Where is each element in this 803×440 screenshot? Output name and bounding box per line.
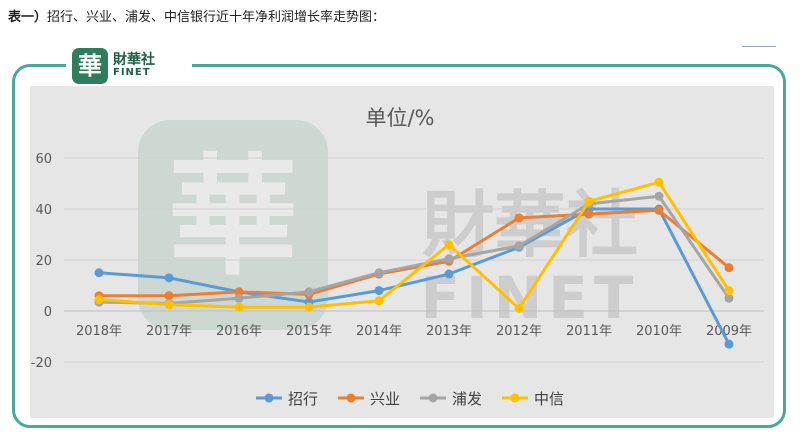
data-point [444,269,454,279]
finet-logo: 華 財華社 FINET [66,46,192,86]
plot-area [30,86,774,418]
caption-prefix: 表一） [8,10,48,25]
data-point [304,302,314,312]
legend-item: 中信 [502,390,564,408]
data-point [654,177,664,187]
data-point [584,196,594,206]
legend-label: 招行 [288,390,318,408]
legend-marker [346,393,356,403]
data-point [234,287,244,297]
legend-label: 中信 [534,390,564,408]
data-point [164,273,174,283]
caption-text: 招行、兴业、浦发、中信银行近十年净利润增长率走势图： [47,10,386,25]
data-point [514,303,524,313]
x-tick-label: 2012年 [496,324,542,339]
legend-item: 招行 [256,390,318,408]
data-point [164,300,174,310]
data-point [374,286,384,296]
data-point [94,268,104,278]
data-point [724,293,734,303]
x-tick-label: 2014年 [356,324,402,339]
logo-en-text: FINET [113,67,151,79]
legend: 招行 兴业 浦发 中信 [256,390,564,408]
y-tick-label: 20 [35,254,52,269]
figure-caption: 表一）招行、兴业、浦发、中信银行近十年净利润增长率走势图： [8,6,385,25]
logo-seal-icon: 華 [72,48,108,84]
legend-item: 浦发 [420,390,482,408]
data-point [724,339,734,349]
x-tick-label: 2018年 [76,324,122,339]
y-axis: -20 0 20 40 60 [31,152,52,371]
data-point [444,240,454,250]
series-lines [94,177,734,349]
legend-label: 浦发 [452,390,482,408]
x-tick-label: 2013年 [426,324,472,339]
data-point [304,287,314,297]
data-point [164,291,174,301]
logo-cn-text: 財華社 [113,52,155,69]
data-point [374,268,384,278]
series-line [98,194,731,305]
legend-marker [264,393,274,403]
x-tick-label: 2016年 [216,324,262,339]
data-point [514,213,524,223]
legend-item: 兴业 [338,390,400,408]
data-point [94,295,104,305]
x-tick-label: 2015年 [286,324,332,339]
x-tick-label: 2009年 [706,324,752,339]
series-line [98,207,731,345]
data-point [654,191,664,201]
data-point [514,241,524,251]
y-tick-label: -20 [31,356,52,371]
data-point [374,296,384,306]
legend-marker [510,393,520,403]
data-point [444,254,454,264]
watermark-seal-icon [138,120,328,330]
x-tick-label: 2010年 [636,324,682,339]
y-tick-label: 40 [35,203,52,218]
y-tick-label: 60 [35,152,52,167]
watermark-seal-char: 華 [168,141,298,293]
legend-marker [428,393,438,403]
chart-title: 单位/% [365,106,434,130]
data-point [234,293,244,303]
data-point [654,205,664,215]
data-point [724,286,734,296]
legend-label: 兴业 [370,390,400,408]
x-tick-label: 2011年 [566,324,612,339]
data-point [234,302,244,312]
series-line [99,208,730,298]
x-axis: 2018年 2017年 2016年 2015年 2014年 2013年 2012年 2011年… [76,324,752,339]
x-tick-label: 2017年 [146,324,192,339]
series-line [98,180,731,310]
data-point [584,209,594,219]
y-tick-label: 0 [44,305,52,320]
logo-text: 財華社 FINET [113,53,155,78]
data-point [724,263,734,273]
decorative-line [742,46,776,47]
